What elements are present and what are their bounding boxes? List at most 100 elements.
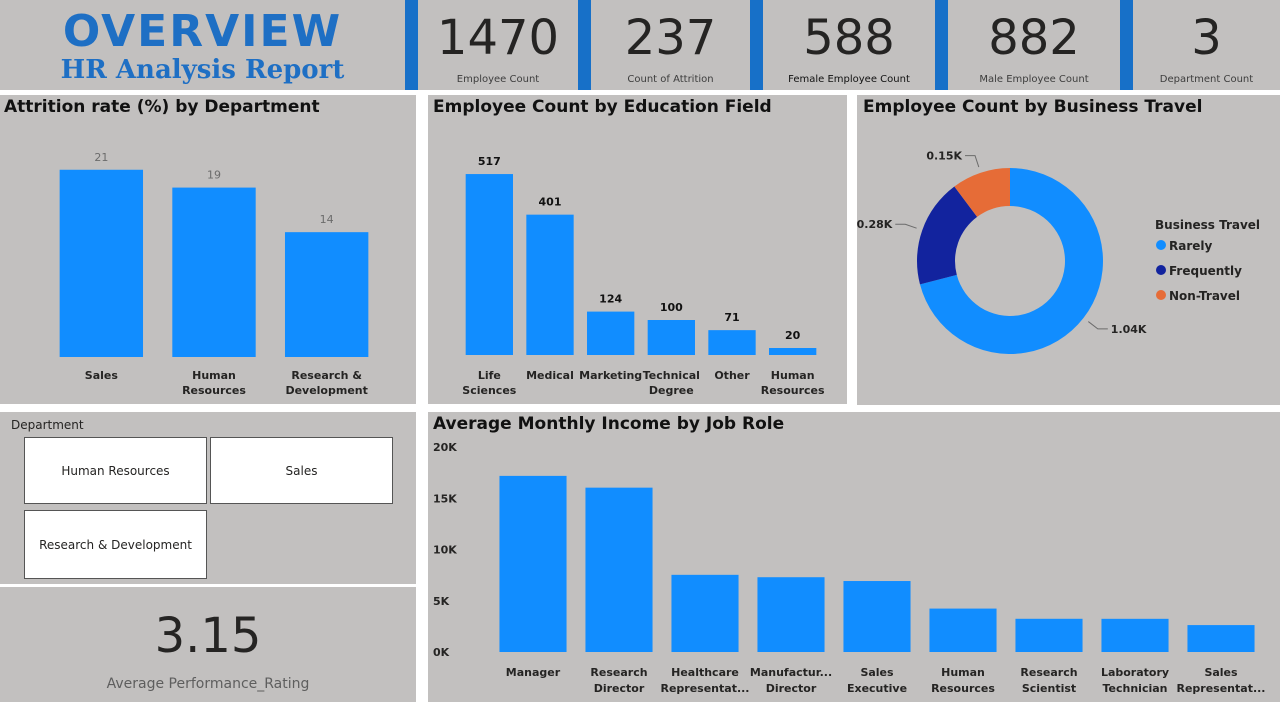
data-label: 401 [539,196,562,209]
chart-title: Attrition rate (%) by Department [4,97,320,117]
kpi-accent-bar [405,0,418,90]
bar [59,169,144,357]
y-tick-label: 0K [433,646,450,659]
category-label: Healthcare [671,666,739,679]
kpi-card-employee-count: 1470 Employee Count [405,0,578,90]
data-label: 19 [207,169,221,182]
category-label: Laboratory [1101,666,1169,679]
donut-slice [954,168,1010,217]
attrition-chart: 21 Sales 19 Human Resources 14 Research & Devel… [59,151,369,397]
legend-title: Business Travel [1155,218,1260,232]
data-label: 0.15K [926,150,962,163]
kpi-card-male-count: 882 Male Employee Count [935,0,1120,90]
kpi-value: 237 [624,10,717,66]
bar [1187,625,1255,652]
leader-line [965,155,980,168]
header-panel: OVERVIEW HR Analysis Report [0,0,405,90]
category-label: Development [285,384,367,397]
page-title: OVERVIEW [62,6,343,57]
travel-donut-chart: 1.04K 0.28K 0.15K Business Travel Rarely Freq… [857,150,1260,354]
leader-line [895,223,917,229]
bar [284,232,369,357]
income-chart: 0K 5K 10K 15K 20K Manager Research Director Heal… [433,441,1266,695]
category-label: Degree [649,384,694,397]
travel-chart-panel: Employee Count by Business Travel 1.04K 0… [857,95,1280,405]
category-label: Resources [931,682,995,695]
data-label: 20 [785,329,801,342]
category-label: Human [771,369,815,382]
kpi-label: Female Employee Count [788,74,910,85]
chart-title: Average Monthly Income by Job Role [433,414,785,434]
bar [1101,618,1169,652]
category-label: Human [941,666,985,679]
category-label: Resources [182,384,246,397]
bar [499,475,567,652]
bar [671,574,739,652]
legend-item[interactable]: Rarely [1169,239,1213,253]
category-label: Executive [847,682,907,695]
category-label: Resources [761,384,825,397]
legend-item[interactable]: Frequently [1169,264,1242,278]
kpi-value: 1470 [436,10,560,66]
kpi-accent-bar [935,0,948,90]
y-tick-label: 20K [433,441,457,454]
y-tick-label: 5K [433,595,450,608]
category-label: Director [766,682,817,695]
bar [526,214,574,355]
education-chart-panel: Employee Count by Education Field 517 Lif… [428,95,847,404]
bar [843,581,911,652]
data-label: 21 [94,151,108,164]
bar [587,311,635,355]
category-label: Manager [506,666,561,679]
chart-title: Employee Count by Business Travel [863,97,1203,117]
kpi-value: 3 [1191,10,1222,66]
category-label: Medical [526,369,574,382]
category-label: Manufactur... [750,666,832,679]
y-tick-label: 10K [433,544,457,557]
category-label: Sales [85,369,119,382]
category-label: Technical [643,369,700,382]
category-label: Sciences [462,384,516,397]
leader-line [1088,321,1108,330]
kpi-value: 588 [803,10,895,66]
kpi-card-department-count: 3 Department Count [1120,0,1280,90]
legend-marker [1156,265,1166,275]
data-label: 1.04K [1111,323,1147,336]
data-label: 124 [599,293,622,306]
bar [172,187,256,357]
legend-item[interactable]: Non-Travel [1169,289,1240,303]
data-label: 0.28K [857,218,893,231]
department-slicer-panel: Department Human Resources Sales Researc… [0,412,416,584]
kpi-accent-bar [1120,0,1133,90]
report-subtitle: HR Analysis Report [60,55,345,85]
data-label: 100 [660,301,683,314]
education-chart: 517 Life Sciences 401 Medical 124 Marketing 100… [462,155,825,397]
chart-title: Employee Count by Education Field [433,97,772,117]
performance-label: Average Performance_Rating [106,676,310,692]
category-label: Research [590,666,647,679]
kpi-accent-bar [578,0,591,90]
category-label: Representat... [660,682,749,695]
category-label: Scientist [1022,682,1076,695]
category-label: Research [1020,666,1077,679]
category-label: Sales [860,666,894,679]
kpi-value: 882 [988,10,1080,66]
bar [465,174,513,355]
category-label: Director [594,682,645,695]
category-label: Research & [291,369,362,382]
legend-marker [1156,290,1166,300]
category-label: Life [478,369,501,382]
donut-slice [919,168,1103,354]
kpi-label: Count of Attrition [627,74,714,85]
category-label: Technician [1102,682,1167,695]
y-tick-label: 15K [433,492,457,505]
slicer-option-research-development[interactable]: Research & Development [24,510,207,579]
kpi-card-attrition: 237 Count of Attrition [578,0,750,90]
kpi-accent-bar [750,0,763,90]
category-label: Human [192,369,236,382]
slicer-option-human-resources[interactable]: Human Resources [24,437,207,504]
slicer-option-sales[interactable]: Sales [210,437,393,504]
performance-card [0,587,416,702]
bar [585,487,653,652]
bar [1015,618,1083,652]
